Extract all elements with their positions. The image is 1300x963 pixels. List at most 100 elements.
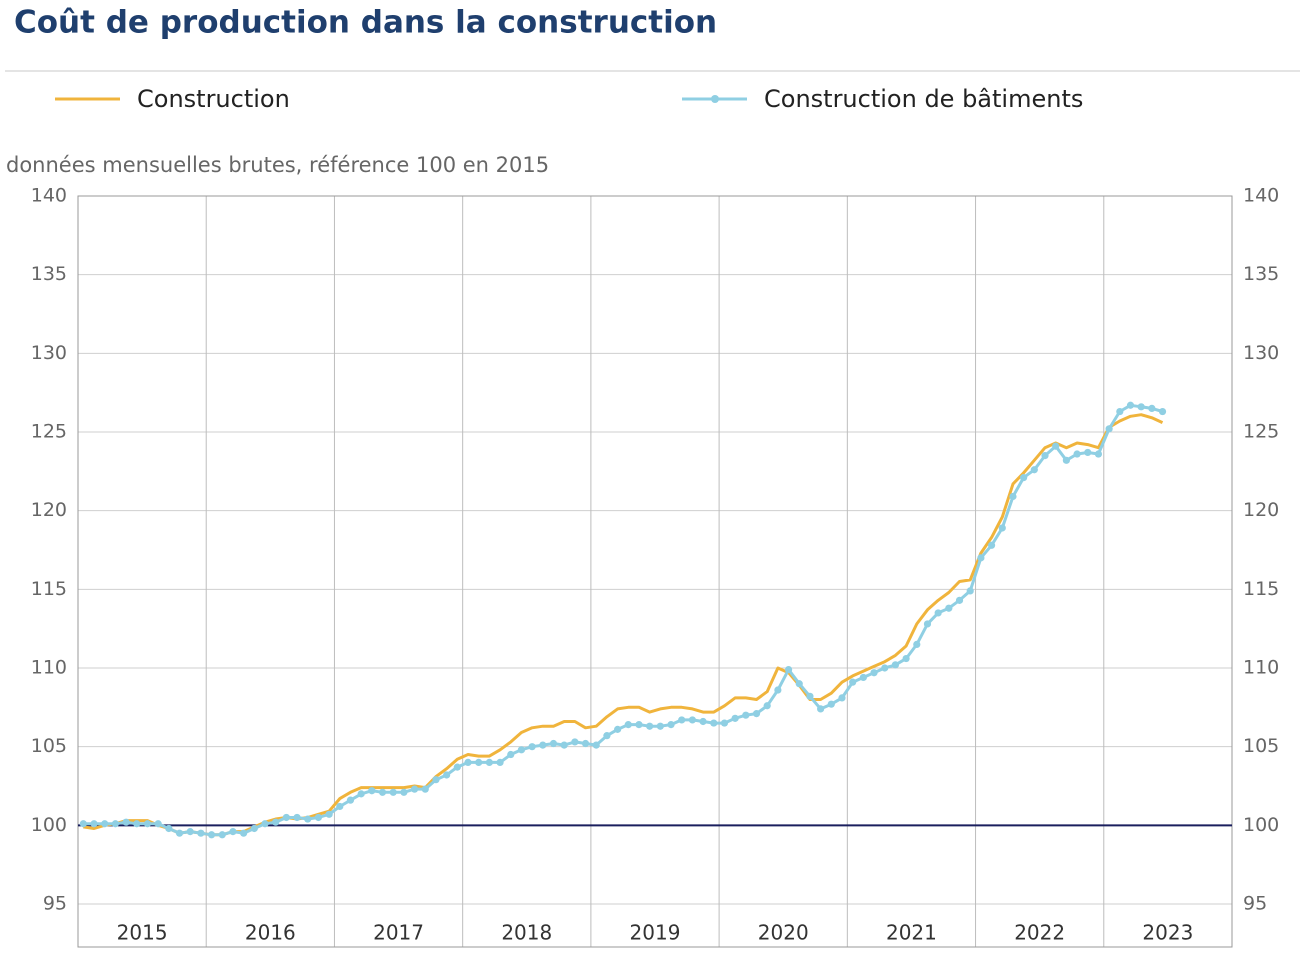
data-point: [560, 741, 568, 749]
data-point: [998, 524, 1006, 532]
data-point: [977, 554, 985, 562]
data-point: [122, 818, 130, 826]
data-point: [849, 678, 857, 686]
x-tick-label: 2015: [117, 921, 168, 945]
data-point: [528, 743, 536, 751]
data-point: [90, 820, 98, 828]
data-point: [464, 758, 472, 767]
series-line: [83, 413, 1164, 837]
data-point: [1009, 492, 1017, 501]
data-point: [710, 719, 718, 727]
data-point: [549, 739, 558, 748]
data-point: [1137, 403, 1145, 411]
data-point: [742, 711, 750, 719]
data-point: [571, 738, 579, 746]
chart-title: Coût de production dans la construction: [14, 5, 717, 41]
data-point: [1158, 407, 1167, 416]
data-point: [699, 717, 707, 726]
data-point: [389, 788, 397, 796]
y2-tick-label: 110: [1243, 657, 1279, 679]
data-point: [154, 820, 162, 828]
data-point: [229, 828, 237, 836]
data-point: [475, 758, 483, 767]
y-tick-label: 125: [31, 421, 67, 443]
data-point: [774, 686, 782, 694]
data-point: [1030, 466, 1038, 474]
data-point: [282, 813, 290, 822]
data-point: [859, 673, 867, 682]
data-point: [336, 802, 344, 811]
plot-frame: [77, 195, 1233, 948]
data-point: [250, 824, 258, 833]
data-point: [133, 820, 141, 828]
data-point: [304, 815, 312, 823]
data-point: [656, 722, 664, 730]
data-point: [240, 829, 248, 837]
x-tick-label: 2020: [758, 921, 809, 945]
data-point: [902, 654, 910, 663]
data-point: [325, 810, 333, 818]
y2-tick-label: 140: [1243, 185, 1279, 207]
data-point: [378, 788, 387, 796]
data-point: [143, 820, 152, 828]
data-point: [1052, 442, 1060, 450]
data-point: [592, 741, 600, 749]
y-tick-label: 140: [31, 185, 67, 207]
data-point: [272, 818, 280, 826]
x-tick-label: 2022: [1014, 921, 1065, 945]
data-point: [646, 722, 654, 730]
data-point: [1148, 404, 1156, 412]
data-point: [827, 700, 835, 708]
y2-tick-label: 105: [1243, 735, 1279, 757]
data-point: [314, 813, 323, 822]
data-point: [1084, 448, 1092, 457]
data-point: [346, 796, 355, 804]
y-tick-label: 120: [31, 499, 67, 521]
x-tick-label: 2018: [501, 921, 552, 945]
data-point: [795, 680, 803, 688]
data-point: [913, 640, 921, 649]
data-point: [1126, 401, 1135, 409]
data-point: [453, 763, 461, 771]
y-tick-label: 105: [31, 735, 67, 757]
data-point: [421, 785, 429, 793]
x-tick-label: 2016: [245, 921, 296, 945]
data-point: [784, 665, 793, 674]
data-point: [603, 732, 611, 740]
data-point: [507, 750, 515, 759]
data-point: [635, 721, 643, 729]
data-point: [410, 785, 419, 793]
data-point: [1116, 407, 1124, 416]
data-point: [806, 692, 814, 700]
data-point: [870, 669, 878, 677]
data-point: [357, 790, 365, 798]
data-point: [923, 620, 932, 628]
data-point: [400, 788, 408, 796]
y2-tick-label: 95: [1243, 893, 1267, 915]
data-point: [966, 587, 974, 595]
data-point: [1094, 450, 1103, 458]
y-tick-label: 100: [31, 814, 67, 836]
data-point: [207, 831, 216, 839]
data-point: [838, 694, 846, 702]
x-tick-label: 2021: [886, 921, 937, 945]
legend-marker: [711, 95, 719, 103]
x-tick-label: 2023: [1142, 921, 1193, 945]
legend-label: Construction: [137, 85, 290, 113]
y-tick-label: 130: [31, 342, 67, 364]
data-point: [987, 541, 996, 549]
y-tick-label: 110: [31, 657, 67, 679]
data-point: [261, 820, 269, 828]
data-point: [186, 828, 194, 836]
x-tick-label: 2017: [373, 921, 424, 945]
x-tick-label: 2019: [630, 921, 681, 945]
data-point: [368, 787, 376, 795]
data-point: [432, 776, 440, 784]
data-point: [165, 824, 173, 833]
data-point: [581, 739, 590, 748]
data-point: [1062, 456, 1070, 464]
y2-tick-label: 120: [1243, 499, 1279, 521]
data-point: [688, 716, 696, 724]
chart-subtitle: données mensuelles brutes, référence 100…: [6, 153, 549, 177]
data-point: [614, 725, 622, 733]
